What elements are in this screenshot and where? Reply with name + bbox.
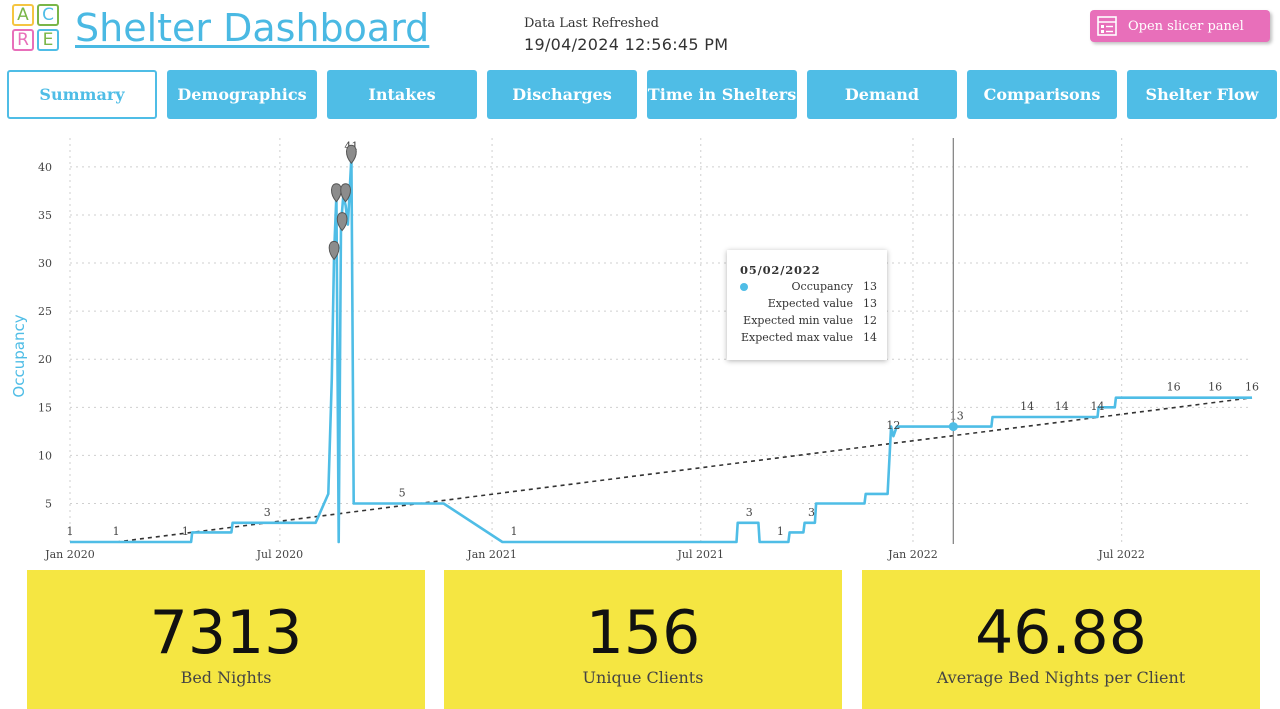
anomaly-marker-icon [331,183,342,203]
data-label: 3 [746,506,753,519]
tooltip-value: 12 [863,314,877,327]
occupancy-legend-dot [740,283,748,291]
tooltip-label: Expected value [767,297,853,310]
tooltip-label: Expected max value [741,331,853,344]
tooltip-row: Expected max value 14 [727,331,887,347]
y-tick-label: 25 [38,305,52,318]
data-label: 1 [777,525,784,538]
data-label: 1 [182,525,189,538]
anomaly-marker-icon [346,144,357,164]
tooltip-date: 05/02/2022 [740,263,821,277]
tooltip-row: Expected value 13 [727,297,887,313]
data-label: 1 [67,525,74,538]
tooltip-row: Expected min value 12 [727,314,887,330]
x-tick-label: Jan 2022 [887,548,938,561]
kpi-value: 7313 [149,598,303,668]
data-label: 5 [399,487,406,500]
data-label: 3 [264,506,271,519]
data-label: 13 [950,410,964,423]
tab-discharges[interactable]: Discharges [487,70,637,119]
tab-comparisons[interactable]: Comparisons [967,70,1117,119]
y-tick-label: 20 [38,353,52,366]
kpi-value: 46.88 [975,598,1147,668]
data-label: 1 [113,525,120,538]
data-label: 3 [808,506,815,519]
logo-letter: A [12,4,34,26]
slicer-button-label: Open slicer panel [1128,18,1244,34]
tooltip-row: Occupancy 13 [727,280,887,296]
anomaly-marker-icon [328,240,340,261]
data-label: 16 [1208,381,1222,394]
data-label: 16 [1167,381,1181,394]
logo-letter: R [12,29,34,51]
tab-demographics[interactable]: Demographics [167,70,317,119]
y-tick-label: 15 [38,401,52,414]
x-tick-label: Jul 2020 [256,548,304,561]
logo-letter: C [37,4,59,26]
tab-demand[interactable]: Demand [807,70,957,119]
slicer-panel-icon [1097,16,1117,36]
expected-value-trendline [116,396,1253,543]
open-slicer-panel-button[interactable]: Open slicer panel [1090,10,1270,42]
data-label: 1 [510,525,517,538]
data-label: 14 [1055,400,1069,413]
kpi-label: Unique Clients [582,668,704,687]
kpi-card-bed-nights: 7313 Bed Nights [27,570,425,709]
tab-intakes[interactable]: Intakes [327,70,477,119]
tooltip-label: Expected min value [743,314,853,327]
tooltip-value: 13 [863,280,877,293]
refresh-timestamp: 19/04/2024 12:56:45 PM [524,35,729,54]
data-label: 16 [1245,381,1259,394]
y-tick-label: 30 [38,257,52,270]
logo-letter: E [37,29,59,51]
refresh-label: Data Last Refreshed [524,16,659,31]
occupancy-series-line [70,155,1252,544]
kpi-card-average-bed-nights: 46.88 Average Bed Nights per Client [862,570,1260,709]
tooltip-value: 13 [863,297,877,310]
data-label: 12 [886,419,900,432]
tooltip-label: Occupancy [791,280,853,293]
x-tick-label: Jan 2020 [44,548,95,561]
anomaly-marker-icon [340,183,351,203]
y-axis-label: Occupancy [10,314,28,397]
tooltip-value: 14 [863,331,877,344]
kpi-label: Average Bed Nights per Client [936,668,1186,687]
x-tick-label: Jul 2021 [677,548,725,561]
tab-time-in-shelters[interactable]: Time in Shelters [647,70,797,119]
y-tick-label: 40 [38,161,52,174]
data-label: 14 [1020,400,1034,413]
x-tick-label: Jan 2021 [466,548,517,561]
x-tick-label: Jul 2022 [1097,548,1145,561]
y-tick-label: 5 [45,498,52,511]
page-title[interactable]: Shelter Dashboard [75,6,430,50]
chart-tooltip: 05/02/2022 Occupancy 13 Expected value 1… [727,250,887,360]
kpi-value: 156 [585,598,701,668]
data-label: 14 [1090,400,1104,413]
anomaly-marker-icon [336,212,348,232]
y-tick-label: 10 [38,449,52,462]
y-tick-label: 35 [38,209,52,222]
tab-summary[interactable]: Summary [7,70,157,119]
tab-shelter-flow[interactable]: Shelter Flow [1127,70,1277,119]
kpi-label: Bed Nights [180,668,272,687]
hover-point [948,422,958,432]
kpi-card-unique-clients: 156 Unique Clients [444,570,842,709]
acre-logo: A C R E [12,4,64,56]
